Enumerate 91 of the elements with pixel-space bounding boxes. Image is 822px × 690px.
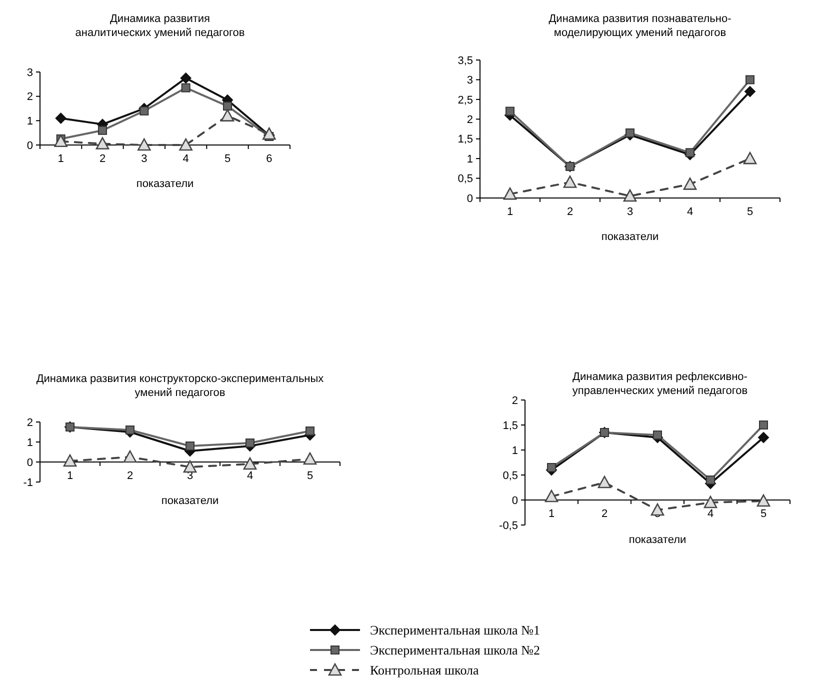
point [180, 72, 192, 84]
legend-label: Экспериментальная школа №1 [370, 622, 540, 638]
point [506, 106, 514, 116]
x-axis-title: показатели [628, 534, 686, 546]
x-tick-label: 5 [760, 508, 767, 520]
y-tick-label: 1 [512, 444, 518, 457]
chart-title: Динамика развития рефлексивно- управленческих умений педагогов [572, 371, 748, 397]
x-tick-label: 3 [626, 206, 634, 218]
y-tick-label: 1,5 [458, 134, 473, 146]
point [54, 134, 68, 147]
y-tick-label: 3 [466, 74, 473, 87]
y-tick-label: 1 [26, 436, 33, 449]
y-tick-label: 0,5 [502, 470, 518, 482]
x-tick-label: 2 [126, 470, 134, 482]
point [623, 189, 637, 202]
point [303, 452, 317, 465]
point [246, 438, 254, 448]
point [55, 112, 66, 124]
point [683, 178, 697, 190]
y-tick-label: 3,5 [458, 54, 473, 67]
point [181, 83, 190, 92]
x-tick-label: 1 [58, 153, 64, 165]
point [547, 463, 556, 472]
y-tick-label: -1 [23, 476, 33, 489]
point [759, 420, 768, 430]
x-tick-label: 1 [66, 470, 74, 482]
point [756, 494, 770, 507]
x-tick-label: 5 [224, 153, 231, 165]
point [758, 432, 769, 443]
point [626, 128, 634, 138]
x-tick-label: 2 [566, 206, 574, 218]
point [179, 138, 192, 151]
point [503, 187, 517, 200]
point [223, 102, 232, 111]
point [123, 450, 137, 463]
point [63, 454, 77, 467]
point [686, 148, 694, 158]
point [262, 127, 276, 140]
y-tick-label: 2 [26, 416, 33, 429]
point [653, 430, 662, 440]
x-tick-label: 5 [746, 206, 754, 218]
x-tick-label: 5 [306, 470, 314, 482]
point [544, 490, 558, 502]
chart-title: Динамика развития познавательно- моделирующих умений педагогов [548, 13, 732, 39]
x-tick-label: 2 [601, 508, 608, 520]
x-tick-label: 4 [182, 153, 189, 165]
point [744, 86, 756, 98]
point [598, 476, 612, 488]
y-tick-label: 3 [26, 66, 33, 79]
point [140, 106, 149, 116]
y-tick-label: 0 [512, 494, 518, 507]
x-axis-title: показатели [601, 231, 659, 243]
x-tick-label: 3 [141, 153, 148, 165]
x-axis-title: показатели [136, 178, 194, 190]
point [138, 138, 151, 151]
chart-title: Динамика развития конструкторско-экспериментальных умений педагогов [36, 373, 324, 399]
y-tick-label: -0,5 [499, 520, 518, 532]
point [96, 137, 110, 150]
point [126, 426, 134, 434]
y-tick-label: 2 [466, 114, 473, 126]
y-tick-label: 2 [26, 91, 33, 104]
point [98, 126, 107, 135]
x-tick-label: 4 [686, 206, 694, 218]
point [306, 426, 314, 436]
y-tick-label: 1,5 [502, 420, 518, 432]
y-tick-label: 0 [26, 140, 33, 152]
y-tick-label: 0 [26, 456, 33, 469]
chart-title: Динамика развития аналитических умений педагогов [75, 13, 245, 39]
point [706, 476, 715, 484]
point [563, 176, 577, 188]
x-tick-label: 4 [246, 470, 254, 482]
point [186, 442, 194, 450]
point [743, 152, 757, 164]
x-tick-label: 4 [707, 508, 714, 520]
point [746, 75, 754, 84]
y-tick-label: 2 [512, 394, 518, 407]
y-tick-label: 0 [466, 192, 473, 205]
x-axis-title: показатели [161, 495, 219, 507]
legend-label: Контрольная школа [370, 662, 480, 678]
point [650, 503, 664, 516]
y-tick-label: 1 [26, 116, 33, 128]
y-tick-label: 0,5 [458, 173, 473, 186]
x-tick-label: 1 [548, 508, 555, 520]
point [220, 109, 234, 122]
x-tick-label: 6 [266, 153, 272, 165]
y-tick-label: 2,5 [458, 94, 473, 106]
point [704, 496, 718, 508]
x-tick-label: 2 [99, 153, 106, 165]
legend-label: Экспериментальная школа №2 [370, 642, 540, 658]
point [183, 460, 197, 473]
point [243, 457, 257, 470]
